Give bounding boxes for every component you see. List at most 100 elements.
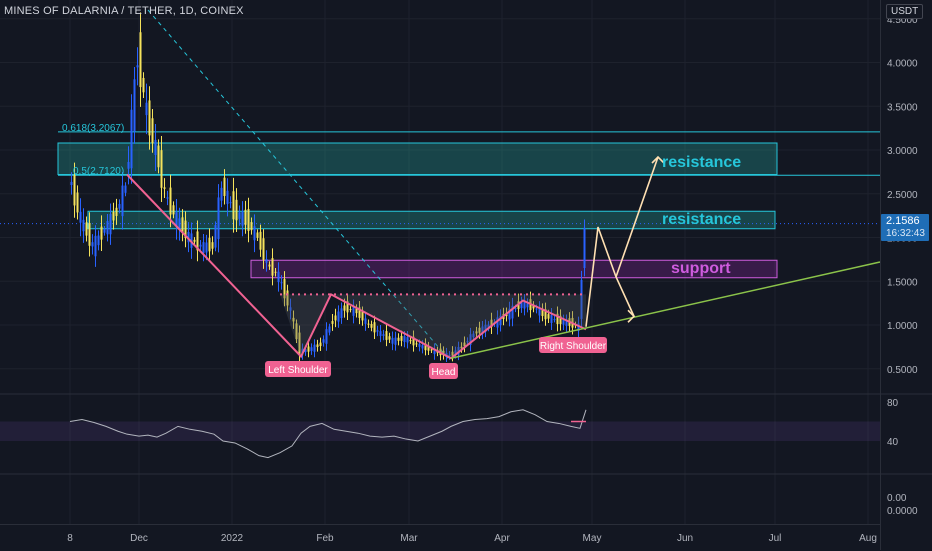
candle-body — [544, 309, 547, 320]
candle-body — [385, 331, 388, 340]
price-tick-label: 0.5000 — [887, 365, 918, 376]
rsi-tick-label: 80 — [887, 398, 899, 409]
candle-body — [409, 340, 412, 342]
candle-body — [319, 342, 322, 347]
projection-path-up — [615, 156, 659, 278]
candle-body — [94, 235, 97, 257]
candle-body — [376, 330, 379, 332]
grid-lines — [0, 0, 880, 524]
candle-body — [562, 319, 565, 325]
candle-body — [163, 187, 166, 189]
candle-body — [121, 185, 124, 217]
price-tick-label: 1.5000 — [887, 277, 918, 288]
candle-body — [412, 336, 415, 346]
right-shoulder-label: Right Shoulder — [540, 341, 607, 352]
candle-body — [85, 222, 88, 236]
candle-body — [424, 343, 427, 351]
candle-body — [97, 235, 100, 246]
ascending-trendline[interactable] — [450, 261, 881, 359]
candle-body — [352, 307, 355, 316]
candle-body — [343, 305, 346, 311]
candle-body — [454, 350, 457, 355]
candle-body — [295, 323, 298, 340]
time-tick-label: May — [583, 533, 602, 544]
candle-body — [355, 308, 358, 314]
candle-body — [331, 321, 334, 324]
bar-countdown: 16:32:43 — [886, 228, 925, 239]
candle-body — [136, 65, 139, 68]
pattern-line — [126, 173, 587, 360]
candle-body — [100, 226, 103, 240]
currency-unit-badge[interactable]: USDT — [886, 4, 924, 19]
time-tick-label: Aug — [859, 533, 877, 544]
candle-body — [193, 239, 196, 242]
candle-body — [151, 118, 154, 144]
candle-body — [427, 346, 430, 351]
candle-body — [361, 311, 364, 321]
candle-body — [466, 341, 469, 343]
candle-body — [124, 185, 127, 193]
time-axis[interactable] — [0, 524, 880, 551]
time-tick-label: Jul — [769, 533, 782, 544]
time-tick-label: Mar — [400, 533, 418, 544]
price-tick-label: 4.0000 — [887, 59, 918, 70]
candle-body — [283, 279, 286, 299]
candle-body — [421, 345, 424, 349]
candle-body — [442, 350, 445, 356]
candle-body — [292, 317, 295, 322]
candle-body — [91, 242, 94, 247]
candle-body — [118, 204, 121, 209]
fib-05-label: 0.5(2.7120) — [73, 166, 124, 177]
candle-body — [202, 242, 205, 254]
candle-body — [115, 207, 118, 216]
head-tag: Head — [429, 363, 458, 379]
candle-body — [277, 271, 280, 283]
price-axis[interactable] — [880, 0, 932, 550]
candle-body — [127, 161, 130, 169]
candle-body — [520, 301, 523, 309]
candle-body — [334, 315, 337, 321]
candle-body — [391, 337, 394, 344]
candle-body — [526, 303, 529, 308]
candle-body — [490, 319, 493, 327]
candle-body — [367, 323, 370, 325]
support-zone — [250, 259, 778, 279]
arrowhead-up — [651, 155, 665, 164]
candle-body — [76, 192, 79, 213]
candle-body — [460, 346, 463, 349]
candle-body — [403, 336, 406, 343]
time-tick-label: 2022 — [221, 533, 244, 544]
candle-body — [244, 209, 247, 225]
candle-body — [508, 308, 511, 320]
candle-body — [133, 79, 136, 132]
support-label: support — [671, 260, 731, 277]
candle-body — [322, 339, 325, 343]
candle-body — [217, 197, 220, 240]
candle-body — [256, 232, 259, 238]
candle-body — [310, 347, 313, 352]
chart-title: MINES OF DALARNIA / TETHER, 1D, COINEX — [4, 5, 244, 17]
candle-body — [379, 331, 382, 336]
candle-body — [346, 301, 349, 313]
projection-arrows[interactable] — [585, 155, 665, 327]
candle-body — [175, 212, 178, 227]
candle-body — [349, 309, 352, 311]
candle-body — [205, 242, 208, 253]
candle-body — [109, 214, 112, 235]
head-shoulders-pattern[interactable] — [126, 173, 587, 360]
rsi-axis-ticks: 80 40 0.00 0.0000 — [887, 398, 918, 517]
candle-body — [394, 337, 397, 345]
resistance-upper-label: resistance — [662, 154, 741, 171]
candle-body — [196, 231, 199, 251]
rsi-tick-label: 40 — [887, 437, 899, 448]
candle-body — [178, 218, 181, 231]
projection-path-down — [585, 226, 635, 327]
candle-body — [211, 242, 214, 249]
candle-body — [265, 259, 268, 263]
candle-body — [373, 322, 376, 333]
candle-body — [208, 237, 211, 252]
candle-body — [448, 354, 451, 357]
candle-body — [172, 205, 175, 215]
candle-body — [232, 191, 235, 220]
